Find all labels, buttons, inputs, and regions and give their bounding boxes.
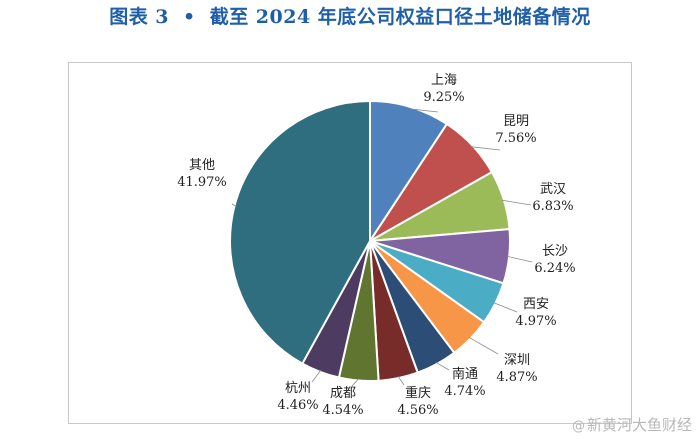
slice-label-name-10: 其他 bbox=[189, 158, 215, 173]
leader-line-0 bbox=[409, 108, 439, 113]
slice-label-name-1: 昆明 bbox=[503, 114, 529, 129]
watermark: @ 新黄河大鱼财经 bbox=[572, 414, 692, 435]
chart-title: 图表 3 • 截至 2024 年底公司权益口径土地储备情况 bbox=[0, 2, 700, 29]
slice-label-name-7: 重庆 bbox=[405, 385, 431, 401]
slice-label-name-4: 西安 bbox=[523, 297, 549, 312]
title-text: 截至 2024 年底公司权益口径土地储备情况 bbox=[209, 6, 591, 28]
slice-label-value-10: 41.97% bbox=[177, 175, 227, 190]
slice-label-value-3: 6.24% bbox=[534, 261, 575, 276]
slice-label-value-1: 7.56% bbox=[495, 131, 536, 146]
leader-line-1 bbox=[470, 146, 501, 151]
figure-number: 图表 3 bbox=[109, 6, 170, 28]
slice-label-value-8: 4.54% bbox=[322, 403, 363, 418]
slice-label-value-7: 4.56% bbox=[397, 403, 438, 418]
leader-line-3 bbox=[507, 255, 533, 263]
slice-label-value-4: 4.97% bbox=[515, 314, 556, 329]
leader-line-7 bbox=[397, 375, 405, 386]
slice-label-name-3: 长沙 bbox=[542, 244, 568, 259]
slice-label-value-9: 4.46% bbox=[277, 398, 318, 413]
leader-line-8 bbox=[351, 378, 360, 387]
leader-line-4 bbox=[493, 302, 518, 313]
title-bullet: • bbox=[183, 6, 196, 28]
slice-label-name-8: 成都 bbox=[330, 386, 356, 401]
slice-label-name-5: 深圳 bbox=[504, 353, 530, 368]
leader-line-5 bbox=[468, 336, 499, 355]
pie-slice-0 bbox=[369, 99, 449, 245]
pie-slice-10 bbox=[229, 99, 371, 365]
slice-label-value-5: 4.87% bbox=[496, 370, 537, 385]
leader-line-9 bbox=[311, 369, 322, 383]
slice-label-value-6: 4.74% bbox=[444, 384, 485, 399]
leader-line-10 bbox=[231, 203, 237, 207]
slice-label-value-2: 6.83% bbox=[532, 199, 573, 214]
watermark-text: 新黄河大鱼财经 bbox=[586, 416, 692, 434]
slice-label-name-6: 南通 bbox=[452, 366, 478, 382]
slice-label-value-0: 9.25% bbox=[423, 90, 464, 105]
slice-label-name-9: 杭州 bbox=[285, 381, 311, 396]
slice-label-name-0: 上海 bbox=[431, 73, 457, 88]
leader-line-6 bbox=[435, 361, 450, 371]
leader-line-2 bbox=[501, 199, 532, 206]
watermark-at: @ bbox=[571, 419, 585, 434]
slice-label-name-2: 武汉 bbox=[540, 182, 566, 197]
